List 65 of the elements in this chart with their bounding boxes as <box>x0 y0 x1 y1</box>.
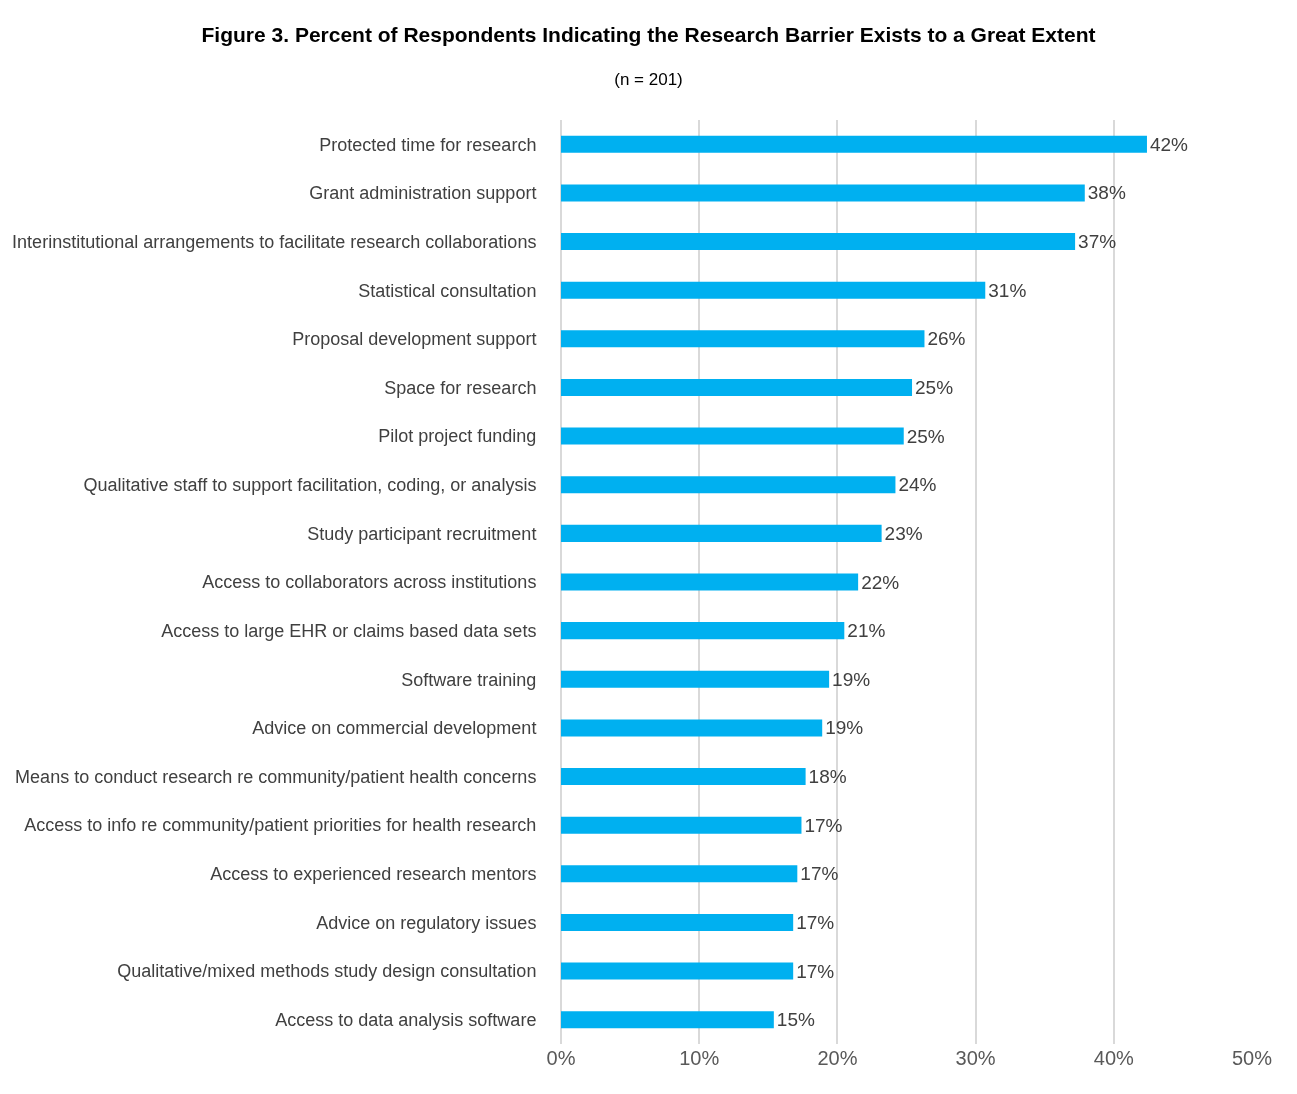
x-tick-label: 20% <box>817 1047 858 1069</box>
y-tick-label: Space for research <box>384 377 537 398</box>
bar <box>561 573 859 591</box>
x-tick-label: 30% <box>955 1047 996 1069</box>
data-label: 25% <box>915 376 954 398</box>
data-label: 17% <box>800 863 839 885</box>
y-tick-label: Proposal development support <box>292 329 537 350</box>
bar <box>561 962 794 980</box>
y-tick-label: Statistical consultation <box>358 280 537 301</box>
data-label: 17% <box>796 960 835 982</box>
data-label: 15% <box>776 1009 815 1031</box>
bar <box>561 719 823 737</box>
y-tick-label: Access to collaborators across institutions <box>202 572 537 593</box>
data-label: 19% <box>832 668 871 690</box>
chart-title: Figure 3. Percent of Respondents Indicating the Research Barrier Exists to a Great Extent <box>201 23 1096 47</box>
y-tick-label: Access to data analysis software <box>275 1009 537 1030</box>
bar <box>561 1011 774 1029</box>
bar <box>561 670 830 688</box>
data-label: 25% <box>906 425 945 447</box>
data-label: 42% <box>1149 133 1189 155</box>
bar <box>561 330 925 348</box>
y-tick-label: Protected time for research <box>319 134 537 155</box>
bar <box>561 135 1147 153</box>
y-tick-label: Advice on commercial development <box>252 718 537 739</box>
bar <box>561 378 913 396</box>
y-tick-label: Access to info re community/patient priorities for health research <box>24 815 537 836</box>
y-tick-label: Interinstitutional arrangements to facilitate research collaborations <box>12 231 537 252</box>
bar <box>561 233 1076 251</box>
data-label: 22% <box>861 571 900 593</box>
y-tick-label: Advice on regulatory issues <box>316 912 537 933</box>
data-label: 26% <box>927 328 966 350</box>
data-label: 17% <box>804 814 843 836</box>
data-label: 17% <box>796 911 835 933</box>
x-tick-label: 40% <box>1093 1047 1135 1069</box>
bar <box>561 913 794 931</box>
data-label: 23% <box>884 522 923 544</box>
data-label: 37% <box>1078 231 1117 253</box>
y-tick-label: Study participant recruitment <box>307 523 537 544</box>
bar <box>561 768 806 786</box>
y-tick-label: Means to conduct research re community/patient health concerns <box>15 766 537 787</box>
y-tick-label: Access to experienced research mentors <box>210 864 537 885</box>
y-tick-label: Qualitative staff to support facilitation, coding, or analysis <box>83 475 537 496</box>
data-label: 38% <box>1087 182 1126 204</box>
bar <box>561 622 845 640</box>
x-tick-label: 10% <box>679 1047 720 1069</box>
y-tick-label: Access to large EHR or claims based data sets <box>161 620 537 641</box>
bar <box>561 524 882 542</box>
y-tick-label: Pilot project funding <box>378 426 537 447</box>
chart-subtitle: (n = 201) <box>614 70 683 90</box>
bar <box>561 476 896 494</box>
bar <box>561 184 1085 202</box>
data-label: 21% <box>847 620 886 642</box>
x-tick-label: 0% <box>546 1047 576 1069</box>
bar <box>561 865 798 883</box>
y-tick-label: Qualitative/mixed methods study design consultation <box>117 961 537 982</box>
x-tick-label: 50% <box>1231 1047 1273 1069</box>
data-label: 19% <box>825 717 864 739</box>
y-tick-label: Grant administration support <box>309 183 537 204</box>
data-label: 18% <box>808 766 847 788</box>
y-tick-label: Software training <box>401 669 537 690</box>
data-label: 24% <box>898 474 937 496</box>
data-label: 31% <box>988 279 1027 301</box>
bar <box>561 816 802 834</box>
bar <box>561 427 904 445</box>
bar <box>561 281 986 299</box>
